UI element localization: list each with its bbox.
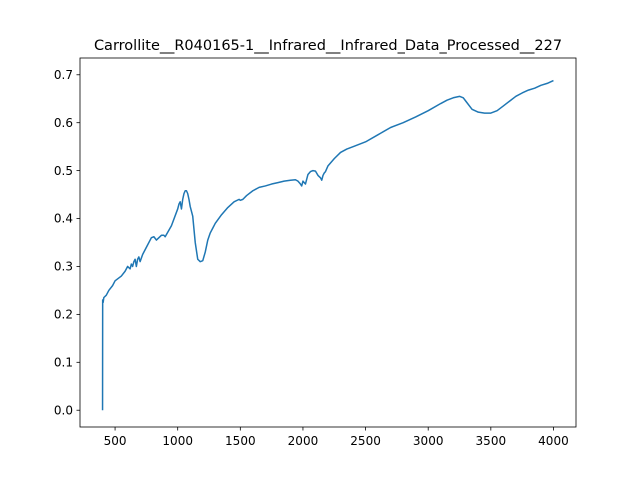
y-tick-label: 0.0 [54,403,73,417]
y-tick-label: 0.7 [54,68,73,82]
x-tick-label: 3000 [413,434,444,448]
x-tick-label: 3500 [476,434,507,448]
x-tick-label: 2500 [350,434,381,448]
x-tick-label: 1500 [225,434,256,448]
y-tick-label: 0.6 [54,116,73,130]
series-line [101,79,554,411]
y-tick-label: 0.1 [54,356,73,370]
x-tick-label: 500 [104,434,127,448]
series-layer [101,79,554,411]
x-tick-label: 1000 [162,434,193,448]
y-axis: 0.0 0.1 0.2 0.3 0.4 0.5 0.6 0.7 [54,68,80,417]
plot-area-frame [79,57,577,428]
x-tick-label: 4000 [538,434,569,448]
x-axis: 500 1000 1500 2000 2500 3000 3500 4000 [104,427,569,448]
y-tick-label: 0.3 [54,260,73,274]
y-tick-label: 0.2 [54,308,73,322]
x-tick-label: 2000 [288,434,319,448]
y-tick-label: 0.4 [54,212,73,226]
chart-title: Carrollite__R040165-1__Infrared__Infrare… [94,38,562,54]
y-tick-label: 0.5 [54,164,73,178]
